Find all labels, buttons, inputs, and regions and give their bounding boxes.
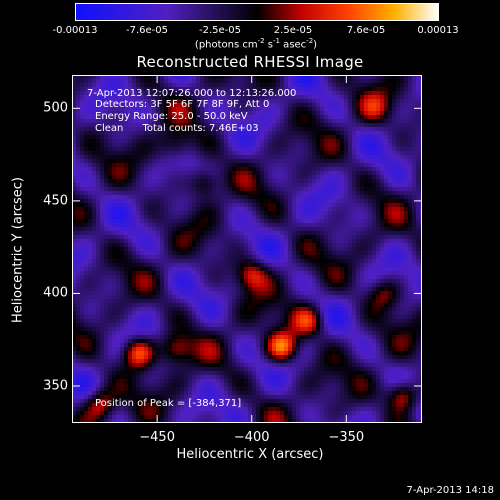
chart-title: Reconstructed RHESSI Image <box>136 53 364 71</box>
annotation-peak-position: Position of Peak = [-384,371] <box>95 398 242 409</box>
colorbar <box>75 3 439 21</box>
colorbar-tick-label: 0.00013 <box>417 25 459 36</box>
colorbar-tick-label: 7.6e-05 <box>346 25 386 36</box>
annotation-time-range: 7-Apr-2013 12:07:26.000 to 12:13:26.000 <box>87 88 297 99</box>
colorbar-gradient <box>76 4 438 20</box>
x-tick-label: −350 <box>328 430 365 445</box>
y-tick-label: 350 <box>43 378 68 394</box>
colorbar-tick-label: -0.00013 <box>52 25 98 36</box>
y-axis-label: Heliocentric Y (arcsec) <box>10 177 26 323</box>
annotation-detectors: Detectors: 3F 5F 6F 7F 8F 9F, Att 0 <box>95 99 270 110</box>
y-tick-label: 400 <box>43 285 68 301</box>
x-tick-label: −450 <box>139 430 175 445</box>
footer-timestamp: 7-Apr-2013 14:18 <box>406 485 494 496</box>
heatmap-cells <box>72 75 422 423</box>
colorbar-units: (photons cm-2 s-1 asec-2) <box>194 37 318 51</box>
plot-frame <box>72 75 422 423</box>
annotation-energy: Energy Range: 25.0 - 50.0 keV <box>95 111 248 122</box>
y-tick-label: 450 <box>43 193 68 209</box>
x-axis-label: Heliocentric X (arcsec) <box>176 447 324 462</box>
colorbar-tick-label: -7.6e-05 <box>126 25 168 36</box>
y-tick-label: 500 <box>43 100 68 116</box>
heatmap-plot <box>72 75 422 423</box>
annotation-method: Clean Total counts: 7.46E+03 <box>95 123 259 134</box>
colorbar-tick-label: 2.5e-05 <box>273 25 313 36</box>
x-tick-label: −400 <box>233 430 270 445</box>
colorbar-tick-label: -2.5e-05 <box>199 25 241 36</box>
